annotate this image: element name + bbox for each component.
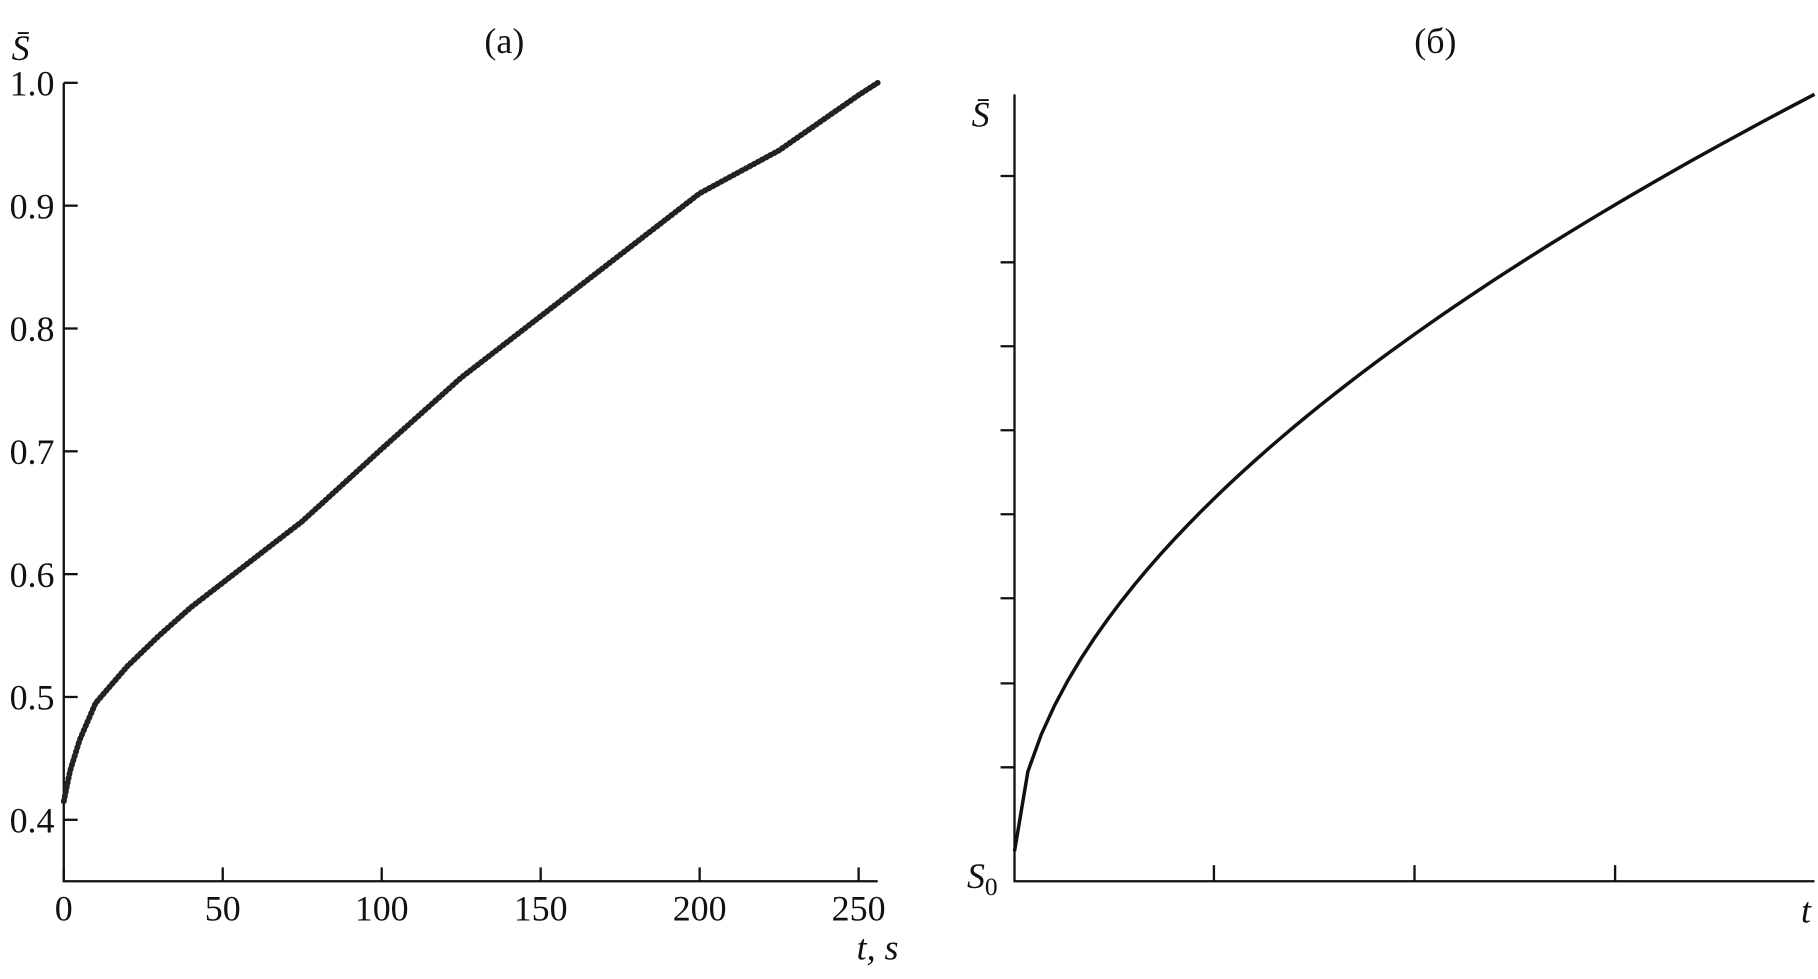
y-tick-label: 0.9 [10,186,55,226]
y-tick-label: 0.7 [10,432,55,472]
tick-marks [1000,174,1617,882]
x-axis-label: t, s [857,928,899,968]
axes [62,82,878,883]
data-line [60,79,881,805]
y-axis-bottom-label-sub: 0 [985,873,998,901]
curve [1012,92,1816,852]
axes [1013,94,1815,883]
y-axis-bottom-label: S0 [967,856,998,901]
y-axis-bottom-label-base: S [967,856,985,896]
y-tick-label: 1.0 [10,64,55,104]
x-axis-label: t [1801,891,1812,931]
x-tick-label: 150 [514,888,568,928]
y-axis-label: S̄ [12,28,30,68]
x-tick-label: 50 [205,888,241,928]
chart-title: (б) [1414,21,1456,61]
y-tick-label: 0.5 [10,678,55,718]
chart-title: (a) [484,21,524,61]
y-tick-label: 0.6 [10,555,55,595]
x-tick-label: 250 [832,888,886,928]
x-tick-label: 200 [673,888,727,928]
y-tick-label: 0.8 [10,309,55,349]
x-tick-label: 100 [355,888,409,928]
y-axis-top-label: S̄ [972,95,990,135]
x-tick-label: 0 [55,888,73,928]
y-tick-label: 0.4 [10,801,55,841]
